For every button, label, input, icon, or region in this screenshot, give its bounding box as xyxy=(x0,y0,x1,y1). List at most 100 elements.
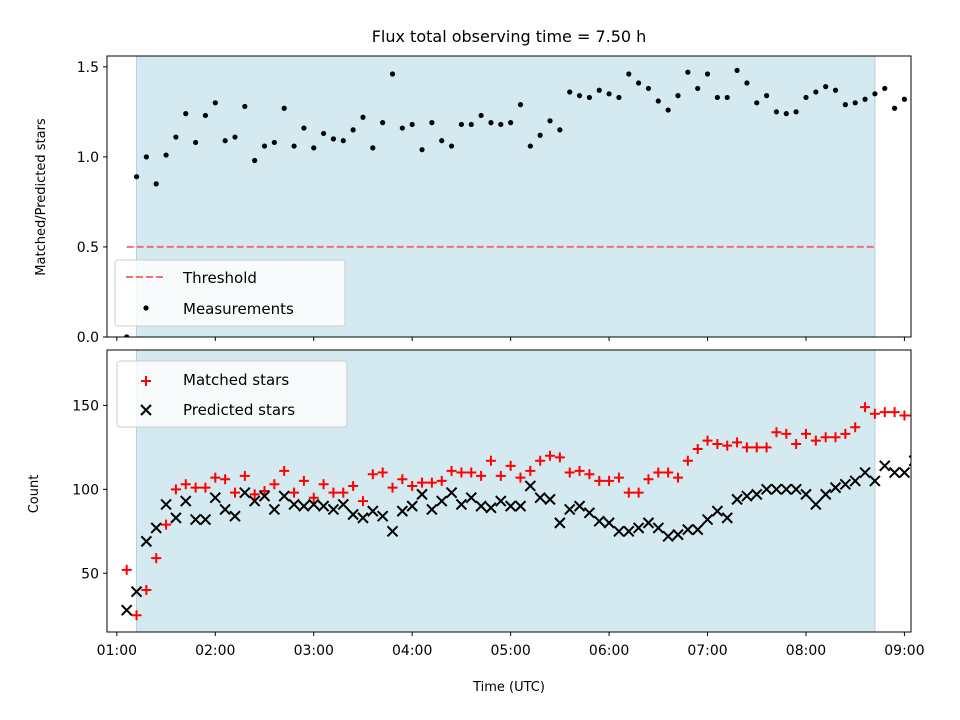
x-tick-label: 06:00 xyxy=(589,643,629,659)
measurement-point xyxy=(724,94,730,101)
matched-star-point xyxy=(436,475,447,486)
predicted-star-point xyxy=(691,523,704,536)
matched-star-point xyxy=(170,484,181,495)
measurement-point xyxy=(508,120,514,126)
matched-star-point xyxy=(949,369,959,379)
matched-star-point xyxy=(318,479,329,490)
legend-matched-swatch xyxy=(141,376,151,386)
measurement-point xyxy=(183,111,189,117)
chart-title: Flux total observing time = 7.50 h xyxy=(372,27,647,46)
matched-star-point xyxy=(308,492,319,503)
predicted-star-point xyxy=(810,498,822,511)
measurement-point xyxy=(645,85,652,92)
measurement-point xyxy=(823,84,829,90)
matched-star-point xyxy=(840,428,851,439)
legend-matched-label: Matched stars xyxy=(183,371,289,389)
matched-star-point xyxy=(505,460,516,471)
matched-star-point xyxy=(259,486,270,496)
measurement-point xyxy=(301,125,307,131)
predicted-star-point xyxy=(475,500,487,512)
measurement-point xyxy=(232,134,238,140)
measurement-point xyxy=(537,132,543,138)
predicted-star-point xyxy=(367,505,379,517)
measurement-point xyxy=(380,120,386,126)
measurement-point xyxy=(498,121,504,128)
x-tick-label: 02:00 xyxy=(195,643,235,659)
x-axis-label: Time (UTC) xyxy=(472,680,545,695)
matched-star-point xyxy=(200,482,211,493)
y-tick-label: 1.0 xyxy=(77,150,99,166)
matched-star-point xyxy=(121,564,132,575)
matched-star-point xyxy=(397,474,408,485)
measurement-point xyxy=(704,71,711,77)
bottom-y-axis-label: Count xyxy=(27,475,42,514)
predicted-star-point xyxy=(829,481,842,494)
matched-star-point xyxy=(426,477,437,488)
matched-star-point xyxy=(663,467,674,478)
predicted-star-point xyxy=(396,505,409,517)
measurement-point xyxy=(143,154,149,160)
measurement-point xyxy=(409,121,415,128)
matched-star-point xyxy=(623,487,634,498)
predicted-star-point xyxy=(721,512,733,524)
y-tick-label: 50 xyxy=(81,566,99,582)
predicted-star-point xyxy=(140,535,153,548)
measurement-point xyxy=(922,113,927,118)
matched-star-point xyxy=(210,472,221,483)
predicted-star-point xyxy=(623,525,635,537)
predicted-star-point xyxy=(337,498,349,511)
predicted-star-point xyxy=(613,525,625,537)
x-tick-label: 07:00 xyxy=(687,643,727,659)
measurement-point xyxy=(764,93,770,99)
matched-star-point xyxy=(249,489,260,500)
matched-star-point xyxy=(653,467,664,478)
measurement-point xyxy=(320,130,327,137)
matched-star-point xyxy=(338,487,349,498)
predicted-star-point xyxy=(268,503,281,516)
matched-star-point xyxy=(298,475,309,486)
top-panel: 0.0 0.5 1.0 1.5 Threshold Measurements xyxy=(77,55,956,346)
measurement-point xyxy=(271,139,277,146)
predicted-star-point xyxy=(819,488,832,501)
matched-star-point xyxy=(929,397,939,407)
predicted-star-point xyxy=(288,498,300,511)
measurement-point xyxy=(193,139,199,146)
measurement-point xyxy=(281,105,287,111)
matched-star-point xyxy=(899,410,910,421)
measurement-point xyxy=(734,67,740,74)
matched-star-point xyxy=(791,439,802,449)
predicted-star-point xyxy=(701,513,714,526)
bottom-panel: 50 100 150 01:00 02:00 03:00 04:00 05:00 06:00 07… xyxy=(72,349,959,659)
predicted-star-point xyxy=(504,500,517,512)
measurement-point xyxy=(163,152,169,158)
matched-star-point xyxy=(682,455,693,466)
matched-star-point xyxy=(348,480,359,491)
measurement-point xyxy=(586,94,593,101)
measurement-point xyxy=(557,127,563,133)
matched-star-point xyxy=(525,465,536,476)
predicted-star-point xyxy=(199,513,212,526)
predicted-star-point xyxy=(751,488,763,501)
measurement-point xyxy=(754,100,760,106)
matched-star-point xyxy=(781,428,792,439)
x-tick-label: 01:00 xyxy=(97,643,137,659)
matched-star-point xyxy=(673,472,684,483)
x-tick-label: 04:00 xyxy=(392,643,432,659)
measurement-point xyxy=(370,145,376,151)
measurement-point xyxy=(862,96,868,102)
matched-star-point xyxy=(407,480,418,491)
matched-star-point xyxy=(476,470,487,481)
predicted-star-point xyxy=(298,500,310,512)
top-legend: Threshold Measurements xyxy=(114,259,346,327)
matched-star-point xyxy=(732,437,743,448)
measurement-point xyxy=(527,143,533,149)
predicted-star-point xyxy=(898,466,911,479)
measurement-point xyxy=(389,71,396,77)
measurement-point xyxy=(212,100,218,106)
predicted-star-point xyxy=(248,495,261,507)
y-tick-label: 1.5 xyxy=(77,60,99,76)
measurement-point xyxy=(951,88,956,93)
predicted-star-point xyxy=(888,466,901,479)
legend-threshold-label: Threshold xyxy=(182,269,257,287)
predicted-star-point xyxy=(879,460,891,472)
